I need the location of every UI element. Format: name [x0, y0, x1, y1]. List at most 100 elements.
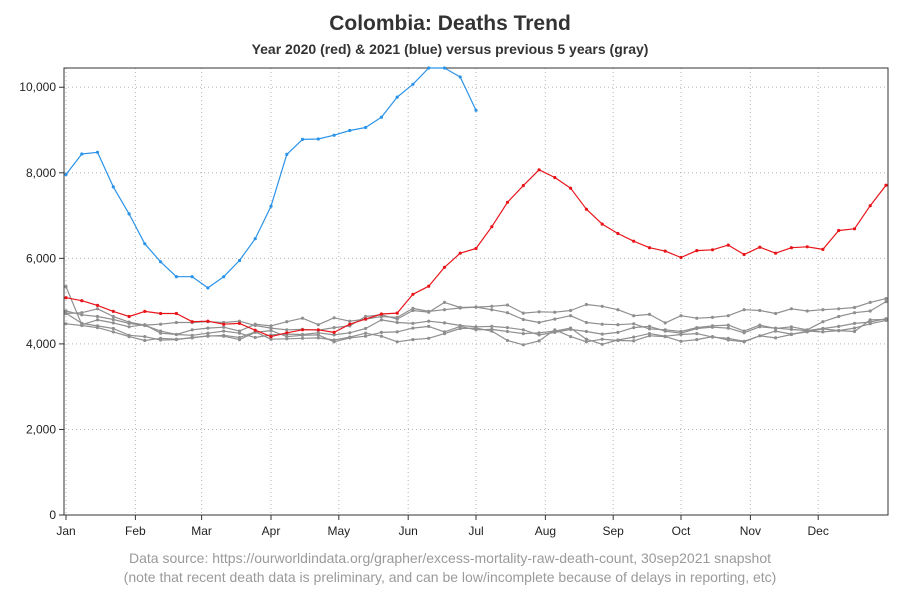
series-previous-year-5 — [64, 318, 888, 346]
data-point — [174, 275, 178, 279]
data-point — [553, 310, 557, 314]
data-point — [127, 321, 131, 325]
data-point — [632, 322, 636, 326]
data-point — [111, 330, 115, 334]
x-tick-label: Jul — [468, 524, 483, 538]
data-point — [647, 327, 652, 331]
x-tick-label: Nov — [740, 524, 761, 538]
data-point — [632, 339, 636, 343]
data-point — [80, 313, 84, 317]
data-point — [442, 66, 447, 70]
data-point — [726, 314, 730, 318]
data-point — [805, 329, 809, 333]
data-point — [852, 227, 857, 231]
data-point — [758, 325, 762, 329]
data-point — [348, 331, 352, 335]
data-point — [710, 335, 715, 339]
data-point — [64, 285, 68, 289]
data-point — [458, 324, 462, 328]
data-point — [332, 340, 336, 344]
data-point — [316, 336, 320, 340]
data-point — [600, 332, 604, 336]
data-point — [821, 327, 825, 331]
data-point — [348, 336, 352, 340]
axis-ticks: 0 2,000 4,000 6,000 8,000 10,000 Jan Feb Mar Apr M… — [19, 80, 829, 538]
data-point — [300, 137, 305, 141]
data-point — [222, 334, 226, 338]
data-point — [474, 305, 478, 309]
data-point — [679, 314, 683, 318]
data-point — [143, 335, 147, 339]
data-point — [852, 321, 857, 325]
data-point — [852, 329, 857, 334]
data-point — [868, 204, 872, 208]
series-layer — [64, 66, 888, 347]
data-point — [427, 319, 431, 323]
data-point — [285, 328, 289, 332]
data-point — [332, 333, 336, 337]
data-point — [222, 329, 226, 333]
data-point — [505, 326, 510, 330]
data-point — [458, 305, 462, 310]
data-point — [837, 228, 841, 233]
data-point — [159, 260, 163, 264]
data-point — [411, 326, 415, 330]
data-point — [868, 309, 872, 313]
data-point — [569, 314, 573, 318]
data-point — [269, 335, 273, 339]
data-point — [222, 275, 226, 279]
data-point — [269, 204, 273, 208]
data-point — [237, 338, 242, 342]
data-point — [584, 302, 589, 307]
data-point — [821, 247, 825, 251]
data-point — [663, 321, 667, 325]
data-point — [190, 328, 194, 332]
data-point — [868, 318, 872, 322]
data-point — [616, 330, 620, 334]
data-point — [805, 245, 809, 249]
data-point — [95, 307, 100, 311]
data-point — [600, 342, 604, 346]
data-point — [237, 321, 242, 325]
data-point — [442, 321, 447, 325]
data-point — [316, 333, 320, 337]
data-point — [269, 324, 273, 328]
data-point — [458, 251, 462, 255]
data-point — [379, 330, 383, 334]
data-point — [505, 329, 510, 334]
data-point — [695, 338, 699, 342]
data-point — [364, 125, 368, 130]
x-tick-label: Feb — [125, 524, 146, 538]
data-point — [285, 152, 289, 156]
data-point — [474, 108, 478, 112]
data-point — [663, 334, 667, 338]
data-point — [379, 312, 383, 316]
data-point — [695, 326, 699, 331]
data-point — [190, 336, 194, 340]
data-point — [64, 322, 68, 326]
data-point — [285, 320, 289, 324]
data-point — [884, 300, 888, 304]
data-point — [442, 330, 447, 334]
data-point — [458, 75, 462, 79]
data-point — [332, 330, 336, 334]
x-tick-label: Apr — [262, 524, 281, 538]
data-point — [253, 328, 257, 332]
data-point — [64, 172, 68, 177]
data-point — [537, 168, 541, 172]
data-point — [206, 334, 210, 338]
data-point — [427, 336, 431, 340]
data-point — [442, 308, 447, 312]
data-point — [95, 314, 100, 319]
data-point — [364, 331, 368, 335]
data-point — [852, 305, 857, 310]
data-point — [395, 340, 399, 344]
data-point — [64, 311, 68, 315]
data-point — [269, 326, 273, 330]
data-point — [332, 316, 336, 320]
data-point — [316, 323, 320, 327]
data-point — [411, 308, 415, 313]
data-point — [174, 311, 178, 316]
grid-lines — [64, 68, 888, 515]
data-point — [837, 329, 841, 333]
